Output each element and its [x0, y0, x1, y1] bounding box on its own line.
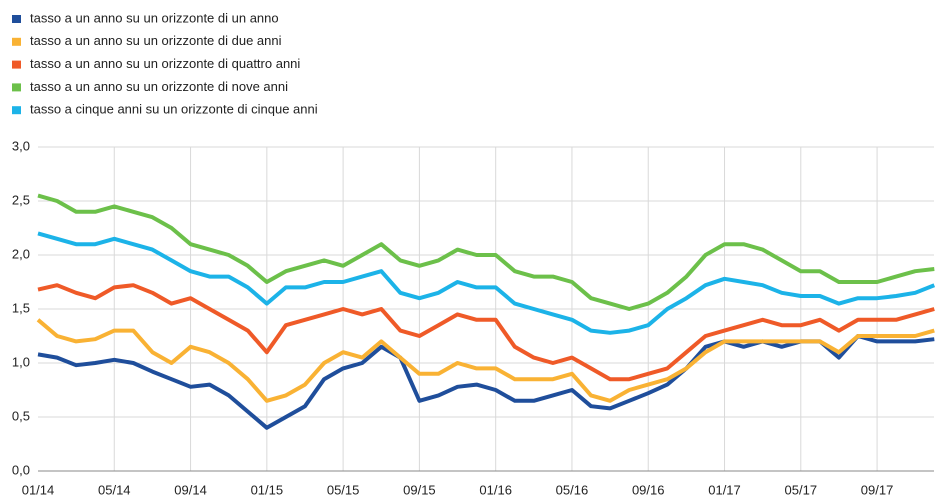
series-line [36, 318, 935, 403]
x-tick-label: 01/16 [479, 482, 512, 497]
legend-swatch [12, 37, 21, 46]
y-tick-label: 1,5 [12, 300, 30, 315]
legend-label: tasso a cinque anni su un orizzonte di c… [30, 102, 318, 117]
y-tick-label: 0,0 [12, 462, 30, 477]
series-line [37, 283, 935, 382]
legend-swatch [12, 60, 21, 69]
x-tick-label: 09/17 [861, 482, 894, 497]
y-tick-label: 3,0 [12, 138, 30, 153]
legend-swatch [12, 15, 21, 23]
x-tick-label: 05/14 [98, 482, 131, 497]
x-tick-label: 09/14 [174, 482, 207, 497]
x-tick-label: 09/15 [403, 482, 436, 497]
series-line [37, 334, 935, 430]
y-tick-label: 2,0 [12, 246, 30, 261]
legend-label: tasso a un anno su un orizzonte di nove … [30, 79, 288, 94]
y-tick-label: 2,5 [12, 192, 30, 207]
legend-label: tasso a un anno su un orizzonte di due a… [30, 33, 282, 48]
legend-swatch [12, 83, 21, 92]
series-line [37, 231, 935, 335]
y-tick-label: 1,0 [12, 354, 30, 369]
x-tick-label: 01/17 [708, 482, 741, 497]
x-tick-label: 05/16 [556, 482, 589, 497]
y-tick-label: 0,5 [12, 408, 30, 423]
series-line [37, 193, 935, 311]
x-tick-label: 01/15 [251, 482, 284, 497]
legend-swatch [12, 106, 21, 115]
x-tick-label: 01/14 [22, 482, 55, 497]
legend-label: tasso a un anno su un orizzonte di un an… [30, 10, 279, 25]
legend-label: tasso a un anno su un orizzonte di quatt… [30, 56, 300, 71]
x-tick-label: 09/16 [632, 482, 665, 497]
x-tick-label: 05/15 [327, 482, 360, 497]
x-tick-label: 05/17 [785, 482, 818, 497]
